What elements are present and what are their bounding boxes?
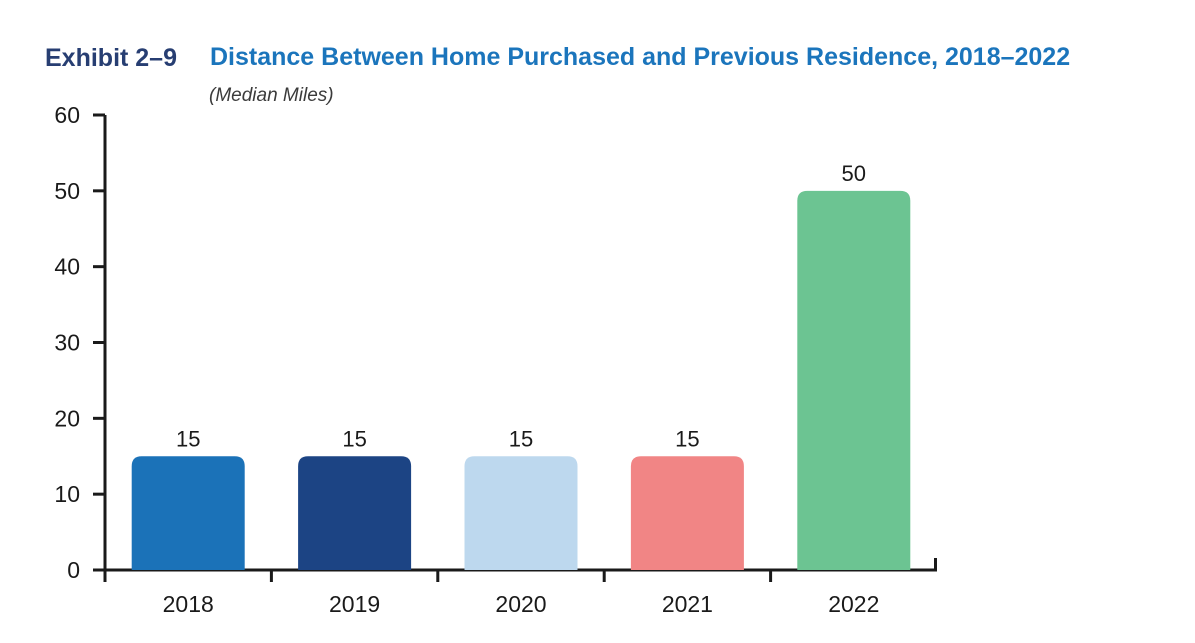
bar-2022 — [797, 190, 911, 571]
bar-2019 — [298, 456, 412, 570]
exhibit-label: Exhibit 2–9 — [45, 44, 177, 72]
y-axis-tick-label: 40 — [54, 254, 80, 280]
y-axis-tick-label: 0 — [67, 557, 80, 583]
chart-title: Distance Between Home Purchased and Prev… — [210, 43, 1071, 71]
y-axis-tick-label: 20 — [54, 405, 80, 431]
y-axis-tick-label: 60 — [54, 102, 80, 128]
bar-2020 — [464, 456, 578, 570]
y-axis-tick-label: 50 — [54, 178, 80, 204]
bar-value-label: 50 — [842, 161, 866, 186]
bar-value-label: 15 — [342, 426, 366, 451]
y-axis-tick-label: 30 — [54, 330, 80, 356]
bar-value-label: 15 — [176, 426, 200, 451]
x-axis-category-label: 2019 — [329, 591, 380, 617]
chart-subtitle: (Median Miles) — [209, 85, 334, 106]
bar-value-label: 15 — [509, 426, 533, 451]
bar-2021 — [630, 456, 744, 570]
x-axis-category-label: 2018 — [163, 591, 214, 617]
y-axis-tick-label: 10 — [54, 481, 80, 507]
bar-value-label: 15 — [675, 426, 699, 451]
x-axis-category-label: 2022 — [828, 591, 879, 617]
x-axis-category-label: 2020 — [495, 591, 546, 617]
x-axis-category-label: 2021 — [662, 591, 713, 617]
bar-2018 — [131, 456, 245, 570]
